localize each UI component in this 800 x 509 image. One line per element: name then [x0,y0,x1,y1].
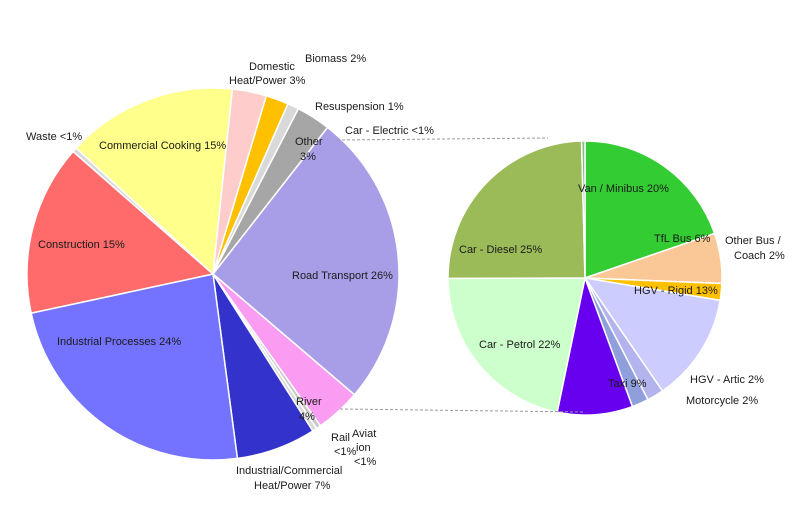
label-rail-line2: <1% [334,446,357,458]
label-domestic-line2: Heat/Power 3% [229,75,306,87]
label-industrial-processes: Industrial Processes 24% [57,336,181,348]
slice-road-transport-26 [211,126,400,396]
slice-car-electric-1 [580,140,586,279]
slice-industrial-processes-24 [30,273,239,461]
label-biomass: Biomass 2% [305,53,366,65]
slice-car-petrol-22 [447,277,586,414]
label-waste: Waste <1% [26,131,82,143]
label-industrial-heat-line1: Industrial/Commercial [236,465,342,477]
label-road-transport: Road Transport 26% [292,270,393,282]
slice-construction-15 [26,150,215,315]
label-aviation-line1: Aviat [352,428,376,440]
label-tfl-bus: TfL Bus 6% [654,233,711,245]
label-river-line2: 4% [299,411,315,423]
label-taxi: Taxi 9% [608,378,647,390]
label-rail-line1: Rail [331,432,350,444]
label-other-bus-line2: Coach 2% [734,250,785,262]
label-resuspension: Resuspension 1% [315,101,404,113]
label-other-bus-line1: Other Bus / [725,235,782,247]
label-car-petrol: Car - Petrol 22% [479,339,561,351]
road-transport-breakdown-pie [447,140,723,416]
label-car-diesel: Car - Diesel 25% [459,244,542,256]
label-motorcycle: Motorcycle 2% [686,395,758,407]
connector-line-bottom [339,408,586,413]
label-aviation-line2: ion [356,442,371,454]
slice-car-diesel-25 [447,140,586,280]
label-industrial-heat-line2: Heat/Power 7% [254,480,331,492]
label-hgv-rigid: HGV - Rigid 13% [634,285,718,297]
label-car-electric: Car - Electric <1% [345,125,434,137]
label-river-line1: River [296,396,322,408]
label-domestic-line1: Domestic [249,61,295,73]
label-construction: Construction 15% [38,239,125,251]
slice-hgv-rigid-13 [583,276,722,393]
label-hgv-artic: HGV - Artic 2% [690,374,764,386]
emissions-by-source-pie [26,87,400,461]
connector-line-top [336,137,549,141]
label-aviation-line3: <1% [354,456,377,468]
slice-commercial-cooking-15 [75,87,234,276]
slice-other-3 [212,107,329,275]
label-commercial-cooking: Commercial Cooking 15% [99,140,226,152]
slice-van-minibus-20 [584,140,716,280]
label-other-line2: 3% [300,151,316,163]
label-van-minibus: Van / Minibus 20% [578,183,669,195]
label-other-line1: Other [295,136,323,148]
